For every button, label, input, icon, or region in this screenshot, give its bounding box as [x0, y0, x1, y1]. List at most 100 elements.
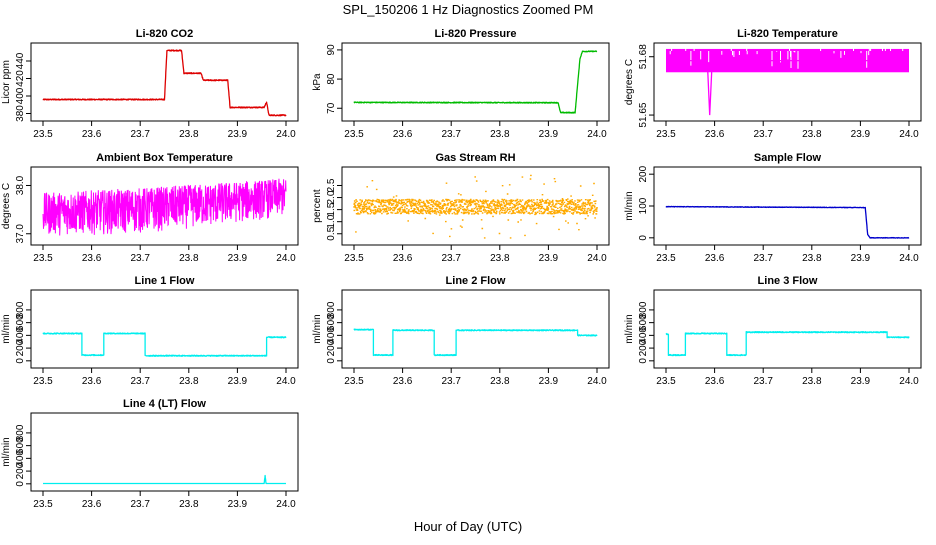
y-tick-label: 2.0 — [326, 190, 337, 204]
series-line — [42, 178, 287, 236]
y-tick-label: 51.65 — [638, 102, 649, 127]
data-layer — [42, 178, 287, 236]
y-tick-label: 600 — [326, 314, 337, 331]
x-tick-label: 23.6 — [393, 376, 413, 387]
x-tick-label: 23.5 — [33, 253, 53, 264]
series-points — [353, 174, 598, 239]
x-tick-label: 23.7 — [441, 253, 461, 264]
y-tick-label: 1.5 — [326, 202, 337, 216]
panel-4: Ambient Box Temperature 23.5 23.6 23.7 23.8 2… — [1, 152, 299, 264]
series-line — [665, 205, 910, 239]
x-tick-label: 23.7 — [753, 253, 773, 264]
x-tick-label: 23.6 — [82, 499, 102, 510]
series-line — [666, 59, 909, 116]
x-tick-label: 23.7 — [130, 129, 150, 140]
x-tick-label: 23.8 — [179, 376, 199, 387]
plot-frame — [30, 42, 299, 122]
panel-6: Sample Flow 23.5 23.6 23.7 23.8 23.9 24.0 0 100 2… — [624, 152, 922, 264]
x-tick-label: 23.9 — [539, 129, 559, 140]
y-tick-label: 0 — [15, 358, 26, 364]
y-tick-label: 400 — [15, 450, 26, 467]
y-tick-label: 2.5 — [326, 178, 337, 192]
y-axis-label: percent — [312, 189, 323, 223]
y-tick-label: 0.5 — [326, 226, 337, 240]
y-tick-label: 400 — [326, 327, 337, 344]
x-tick-label: 23.7 — [130, 253, 150, 264]
panel-title: Li-820 CO2 — [136, 28, 193, 40]
x-tick-label: 23.6 — [705, 253, 725, 264]
x-tick-label: 24.0 — [899, 253, 919, 264]
y-axis-label: kPa — [312, 73, 323, 91]
y-axis-label: ml/min — [1, 437, 12, 466]
y-tick-label: 400 — [15, 327, 26, 344]
series-line — [665, 331, 910, 357]
y-tick-label: 0 — [638, 358, 649, 364]
y-tick-label: 420 — [15, 70, 26, 87]
x-tick-label: 23.5 — [656, 253, 676, 264]
y-tick-label: 200 — [638, 339, 649, 356]
x-tick-label: 23.7 — [441, 376, 461, 387]
x-tick-label: 23.8 — [490, 376, 510, 387]
x-tick-label: 23.8 — [802, 129, 822, 140]
y-tick-label: 600 — [15, 437, 26, 454]
y-tick-label: 37.0 — [15, 224, 26, 244]
x-tick-label: 24.0 — [276, 129, 296, 140]
panel-title: Ambient Box Temperature — [96, 152, 233, 164]
x-tick-label: 23.5 — [33, 129, 53, 140]
y-tick-label: 51.68 — [638, 44, 649, 69]
x-tick-label: 24.0 — [587, 129, 607, 140]
x-tick-label: 24.0 — [899, 376, 919, 387]
x-tick-label: 23.5 — [656, 376, 676, 387]
x-tick-label: 23.9 — [228, 129, 248, 140]
y-tick-label: 600 — [15, 314, 26, 331]
y-tick-label: 0 — [15, 481, 26, 487]
y-tick-label: 70 — [326, 102, 337, 114]
x-tick-label: 23.8 — [179, 253, 199, 264]
series-line — [42, 332, 287, 357]
x-tick-label: 23.9 — [539, 253, 559, 264]
y-tick-label: 800 — [15, 424, 26, 441]
x-tick-label: 23.5 — [33, 376, 53, 387]
y-tick-label: 380 — [15, 105, 26, 122]
x-tick-label: 23.9 — [228, 499, 248, 510]
x-tick-label: 23.9 — [539, 376, 559, 387]
y-axis-label: degrees C — [1, 183, 12, 229]
y-tick-label: 440 — [15, 52, 26, 69]
x-tick-label: 23.9 — [228, 253, 248, 264]
x-tick-label: 23.6 — [82, 376, 102, 387]
x-tick-label: 23.6 — [705, 129, 725, 140]
x-tick-label: 23.7 — [130, 376, 150, 387]
data-layer — [353, 328, 598, 357]
y-axis-label: ml/min — [624, 314, 635, 343]
x-tick-label: 23.9 — [851, 253, 871, 264]
y-tick-label: 0 — [326, 358, 337, 364]
x-tick-label: 23.6 — [705, 376, 725, 387]
panel-1: Li-820 CO2 23.5 23.6 23.7 23.8 23.9 24.0 380400… — [1, 28, 299, 140]
x-tick-label: 24.0 — [587, 253, 607, 264]
y-tick-label: 400 — [15, 87, 26, 104]
x-tick-label: 23.5 — [33, 499, 53, 510]
data-layer — [353, 50, 598, 114]
y-tick-label: 38.0 — [15, 175, 26, 195]
y-tick-label: 90 — [326, 44, 337, 56]
plot-frame — [653, 289, 922, 369]
y-tick-label: 80 — [326, 73, 337, 85]
y-tick-label: 200 — [326, 339, 337, 356]
y-tick-label: 200 — [15, 339, 26, 356]
y-axis-label: ml/min — [624, 191, 635, 220]
y-tick-label: 0 — [638, 235, 649, 241]
x-tick-label: 23.7 — [441, 129, 461, 140]
panel-title: Line 2 Flow — [446, 275, 506, 287]
panel-8: Line 2 Flow 23.5 23.6 23.7 23.8 23.9 24.0 0 2004… — [312, 275, 610, 387]
panel-title: Line 4 (LT) Flow — [123, 398, 206, 410]
x-tick-label: 23.8 — [802, 253, 822, 264]
x-tick-label: 23.8 — [490, 253, 510, 264]
x-tick-label: 23.5 — [344, 253, 364, 264]
panel-3: Li-820 Temperature 23.5 23.6 23.7 23.8 23.9 24… — [624, 28, 922, 140]
panel-title: Li-820 Pressure — [435, 28, 517, 40]
x-tick-label: 23.6 — [393, 253, 413, 264]
panel-9: Line 3 Flow 23.5 23.6 23.7 23.8 23.9 24.0 0 2004… — [624, 275, 922, 387]
x-tick-label: 23.8 — [802, 376, 822, 387]
x-tick-label: 24.0 — [899, 129, 919, 140]
